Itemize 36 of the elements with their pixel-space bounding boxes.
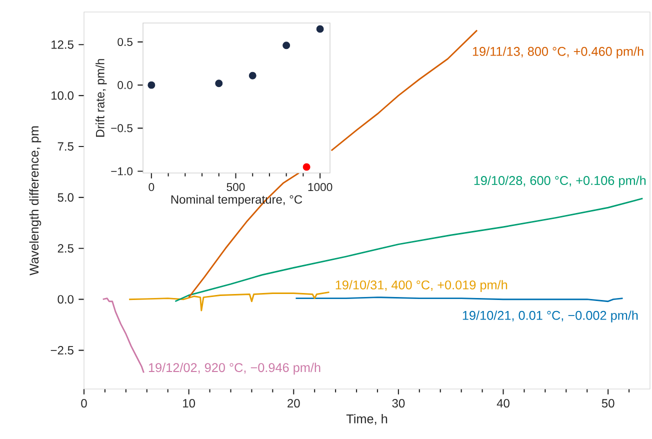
y-tick-label: −0.5 xyxy=(111,124,132,132)
point xyxy=(282,42,290,50)
line-series xyxy=(102,298,144,374)
x-axis-title: Time, h xyxy=(346,414,388,425)
x-tick-label: 30 xyxy=(392,399,405,408)
y-tick-label: 0.0 xyxy=(118,81,133,90)
x-tick-label: 50 xyxy=(602,399,614,408)
series-label: 19/10/28, 600 °C, +0.106 pm/h xyxy=(474,176,646,188)
series-label: 19/10/31, 400 °C, +0.019 pm/h xyxy=(336,280,508,292)
y-tick-label: 5.0 xyxy=(58,193,74,202)
point xyxy=(316,25,324,33)
y-axis-title: Wavelength difference, pm xyxy=(29,126,42,276)
x-tick-label: 40 xyxy=(496,399,510,408)
y-tick-label: 0.5 xyxy=(118,38,132,46)
y-tick-label: 7.5 xyxy=(58,142,74,151)
y-tick-label: 2.5 xyxy=(58,244,74,253)
y-tick-label: 0.0 xyxy=(58,295,74,304)
y-axis-title: Drift rate, pm/h xyxy=(96,59,107,137)
x-tick-label: 1000 xyxy=(308,183,332,192)
series-label: 19/12/02, 920 °C, −0.946 pm/h xyxy=(148,362,320,375)
y-tick-label: −2.5 xyxy=(50,346,74,355)
x-tick-label: 20 xyxy=(288,399,300,408)
x-tick-label: 500 xyxy=(226,183,245,192)
x-tick-label: 0 xyxy=(148,183,154,192)
series-label: 19/11/13, 800 °C, +0.460 pm/h xyxy=(472,46,644,58)
point xyxy=(248,72,256,80)
x-tick-label: 0 xyxy=(81,399,87,408)
series-label: 19/10/21, 0.01 °C, −0.002 pm/h xyxy=(462,310,638,322)
point xyxy=(302,163,310,171)
x-tick-label: 10 xyxy=(183,399,196,408)
y-tick-label: −1.0 xyxy=(111,167,133,176)
point xyxy=(215,80,223,88)
line-series xyxy=(128,291,330,312)
y-tick-label: 12.5 xyxy=(52,40,74,49)
y-tick-label: 10.0 xyxy=(52,91,74,100)
point xyxy=(148,81,156,89)
